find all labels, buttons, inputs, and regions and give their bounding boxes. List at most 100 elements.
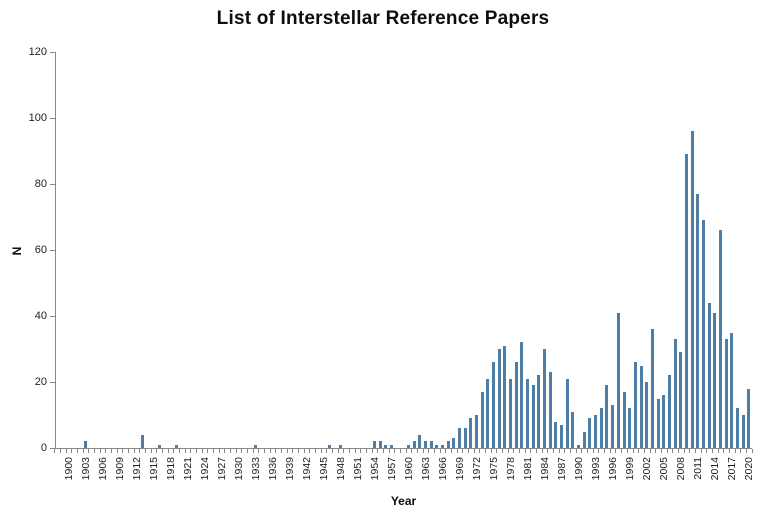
x-axis-tick <box>706 449 708 453</box>
x-axis-tick <box>672 449 674 453</box>
x-axis-tick <box>383 449 385 453</box>
bar-1962 <box>407 444 411 448</box>
bar-1966 <box>429 441 433 448</box>
x-tick-label: 1906 <box>97 457 110 481</box>
x-axis-tick <box>632 449 634 453</box>
x-axis-tick <box>212 449 214 453</box>
x-axis-tick <box>59 449 61 453</box>
x-axis-tick <box>116 449 118 453</box>
x-axis-line <box>55 448 752 449</box>
x-axis-tick <box>745 449 747 453</box>
bar-2004 <box>645 382 649 448</box>
x-axis-tick <box>422 449 424 453</box>
x-axis-tick <box>490 449 492 453</box>
bar-2002 <box>633 362 637 448</box>
x-axis-tick <box>683 449 685 453</box>
bar-1980 <box>509 378 513 448</box>
x-tick-label: 1918 <box>165 457 178 481</box>
bar-1958 <box>384 444 388 448</box>
bar-2009 <box>673 339 677 448</box>
x-axis-tick <box>428 449 430 453</box>
bar-1956 <box>373 441 377 448</box>
x-tick-label: 1981 <box>522 457 535 481</box>
x-axis-tick <box>258 449 260 453</box>
bar-2021 <box>741 415 745 448</box>
x-tick-label: 2005 <box>658 457 671 481</box>
x-axis-tick <box>547 449 549 453</box>
x-axis-tick <box>314 449 316 453</box>
x-axis-tick <box>280 449 282 453</box>
x-axis-tick <box>292 449 294 453</box>
x-axis-tick <box>513 449 515 453</box>
x-axis-tick <box>371 449 373 453</box>
x-axis-tick <box>173 449 175 453</box>
bar-1991 <box>571 411 575 448</box>
y-tick-label: 80 <box>34 178 47 190</box>
x-axis-tick <box>592 449 594 453</box>
x-axis-tick <box>694 449 696 453</box>
bar-1957 <box>378 441 382 448</box>
x-axis-tick <box>536 449 538 453</box>
x-axis-tick <box>246 449 248 453</box>
x-tick-label: 1909 <box>114 457 127 481</box>
bar-1979 <box>503 345 507 448</box>
x-axis-tick <box>541 449 543 453</box>
x-axis-tick <box>496 449 498 453</box>
y-axis-tick <box>50 184 55 185</box>
x-axis-tick <box>711 449 713 453</box>
x-axis-tick <box>354 449 356 453</box>
x-tick-label: 1999 <box>624 457 637 481</box>
x-tick-label: 1963 <box>420 457 433 481</box>
x-axis-tick <box>479 449 481 453</box>
bar-1968 <box>441 444 445 448</box>
x-tick-label: 1969 <box>454 457 467 481</box>
x-axis-tick <box>122 449 124 453</box>
bar-1967 <box>435 444 439 448</box>
x-axis-tick <box>349 449 350 453</box>
x-tick-label: 1933 <box>250 457 263 481</box>
y-axis-tick <box>50 382 55 383</box>
bar-1965 <box>424 441 428 448</box>
x-axis-tick <box>677 449 679 453</box>
bar-2000 <box>622 391 626 448</box>
x-axis-tick <box>643 449 645 453</box>
x-axis-tick <box>598 449 600 453</box>
x-tick-label: 1957 <box>386 457 399 481</box>
x-axis-tick <box>110 449 112 453</box>
bar-1975 <box>480 391 484 448</box>
bar-2016 <box>713 312 717 448</box>
x-axis-tick <box>269 449 271 453</box>
x-axis-tick <box>564 449 566 453</box>
bar-1988 <box>554 421 558 448</box>
bar-1983 <box>526 378 530 448</box>
x-axis-tick <box>581 449 583 453</box>
x-tick-label: 1942 <box>301 457 314 481</box>
x-axis-tick <box>190 449 192 453</box>
x-axis-tick <box>519 449 521 453</box>
x-axis-tick <box>649 449 651 453</box>
x-axis-tick <box>184 449 186 453</box>
x-axis-tick <box>286 449 288 453</box>
x-tick-label: 1945 <box>318 457 331 481</box>
x-tick-label: 2011 <box>692 457 705 480</box>
x-tick-label: 1972 <box>471 457 484 481</box>
x-tick-label: 2014 <box>709 457 722 481</box>
x-axis-tick <box>751 449 753 453</box>
x-tick-label: 1966 <box>437 457 450 481</box>
x-axis-tick <box>331 449 333 453</box>
x-axis-tick <box>411 449 413 453</box>
x-tick-label: 1936 <box>267 457 280 481</box>
x-axis-tick <box>65 449 67 453</box>
bar-1959 <box>390 444 394 448</box>
x-tick-label: 1951 <box>352 457 365 481</box>
x-axis-tick <box>451 449 453 453</box>
bar-1996 <box>599 408 603 448</box>
bar-1950 <box>339 444 342 448</box>
x-axis-tick <box>195 449 197 453</box>
x-axis-tick <box>93 449 95 453</box>
x-axis-tick <box>439 449 441 453</box>
x-tick-label: 1915 <box>148 457 161 481</box>
x-axis-tick <box>473 449 475 453</box>
x-axis-tick <box>604 449 606 453</box>
y-axis-tick <box>50 448 55 449</box>
